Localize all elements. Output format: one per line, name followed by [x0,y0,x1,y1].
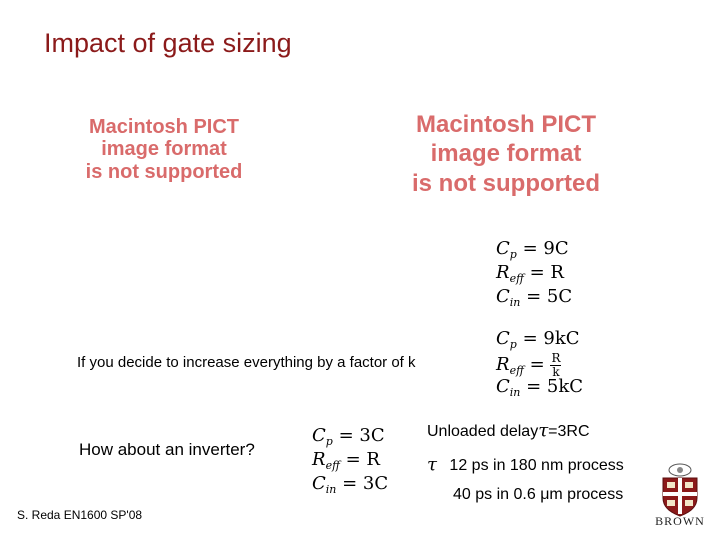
eq-value: = R [345,449,380,470]
sub-p: p [509,338,517,351]
eq-value: = 9kC [522,328,580,349]
unloaded-delay-line: Unloaded delayτ=3RC [427,420,590,441]
sub-in: in [509,386,521,399]
eq-cp-inv: Cp = 3C [312,425,385,448]
sym-c: C [496,238,510,259]
delay-06um-prefix: 40 ps in 0.6 [453,486,536,503]
eq-value: = 3C [338,425,385,446]
eq-cin-inv: Cin = 3C [312,473,389,496]
delay-180nm-line: τ 12 ps in 180 nm process [427,454,624,475]
sub-eff: eff [509,364,524,378]
micro-symbol: μ [540,486,550,503]
eq-cin: Cin = 5C [496,286,573,309]
eq-value: = 5kC [526,376,584,397]
tau-symbol: τ [427,454,437,475]
sym-r: R [496,262,510,283]
delay-180nm: 12 ps in 180 nm process [449,457,624,474]
pict-placeholder-left: Macintosh PICT image format is not suppo… [78,116,250,183]
footer: S. Reda EN1600 SP'08 [17,508,143,522]
eq-cp-scaled: Cp = 9kC [496,328,580,351]
sym-r: R [312,449,326,470]
eq-reff-inv: Reff = R [312,449,380,472]
eq-sign: = [529,354,545,376]
frac-den: k [552,364,560,379]
unloaded-delay-value: =3RC [548,423,590,440]
pict-line: image format [101,138,227,161]
delay-06um-suffix: m process [549,486,624,503]
sub-p: p [325,435,333,448]
fraction-r-over-k: R k [550,351,562,379]
pict-line: image format [430,140,582,168]
equations-scaled: Cp = 9kC Reff = R k Cin = 5kC [496,328,606,399]
delay-06um-line: 40 ps in 0.6 μm process [453,486,623,504]
sym-r: R [496,354,510,376]
eq-cin-scaled: Cin = 5kC [496,376,584,399]
sub-in: in [325,483,337,496]
sym-c: C [312,425,326,446]
sub-in: in [509,296,521,309]
equations-inverter: Cp = 3C Reff = R Cin = 3C [312,425,422,496]
pict-line: is not supported [85,160,243,183]
eq-value: = R [529,262,564,283]
sym-c: C [496,376,510,397]
eq-reff-scaled: Reff = R k [496,351,562,379]
inverter-question: How about an inverter? [79,440,255,459]
pict-line: is not supported [412,169,600,197]
eq-value: = 9C [522,238,569,259]
brown-shield-icon [662,463,698,517]
frac-num: R [550,351,562,366]
sub-p: p [509,248,517,261]
scale-text: If you decide to increase everything by … [77,354,416,371]
sym-c: C [496,328,510,349]
pict-placeholder-right: Macintosh PICT image format is not suppo… [384,110,628,198]
eq-value: = 5C [526,286,573,307]
unloaded-delay-label: Unloaded delay [427,423,539,440]
equations-base: Cp = 9C Reff = R Cin = 5C [496,238,606,309]
eq-reff: Reff = R [496,262,564,285]
tau-symbol: τ [538,420,549,441]
pict-line: Macintosh PICT [88,116,239,138]
eq-cp: Cp = 9C [496,238,569,261]
brown-logo: BROWN [651,462,709,532]
sub-eff: eff [325,459,340,472]
pict-line: Macintosh PICT [415,111,596,138]
sub-eff: eff [509,272,524,285]
brown-logo-text: BROWN [655,514,705,528]
sym-c: C [496,286,510,307]
sym-c: C [312,473,326,494]
eq-value: = 3C [342,473,389,494]
slide-title: Impact of gate sizing [44,28,292,58]
